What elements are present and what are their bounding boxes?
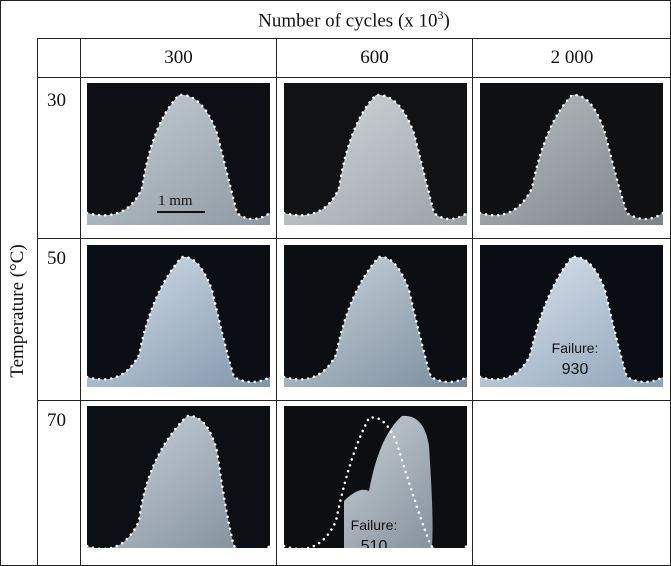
hline-row2 [37,400,671,401]
column-header-2000: 2 000 [550,47,594,68]
vline-col2 [472,38,473,566]
table-title: Number of cycles (x 103) [37,8,671,32]
border-top [0,0,671,1]
row-label-50: 50 [47,248,66,269]
scale-bar-label: 1 mm [158,193,193,209]
vline-col1 [276,38,277,566]
title-text: Number of cycles (x 10 [258,10,438,32]
failure-value: 930 [561,361,589,378]
hline-header [37,77,671,78]
temperature-axis-label: Temperature (°C) [7,244,28,378]
title-end: ) [443,10,450,32]
failure-label: Failure: [350,517,398,533]
failure-annotation-510: Failure: 510 [339,514,409,548]
photo-50c-600 [284,245,467,387]
failure-value: 510 [360,538,388,548]
hline-row1 [37,238,671,239]
photo-70c-300 [87,406,270,548]
vline-axis [37,38,38,566]
row-label-30: 30 [47,90,66,111]
failure-label: Failure: [551,340,599,356]
row-label-70: 70 [47,410,66,431]
photo-30c-2000 [480,83,663,225]
border-left [0,0,1,566]
photo-30c-300: 1 mm [87,83,270,225]
failure-annotation-930: Failure: 930 [540,337,610,381]
photo-70c-600: Failure: 510 [284,406,467,548]
vline-rowlabels [80,38,81,566]
hline-title [37,38,671,39]
photo-30c-600 [284,83,467,225]
column-header-600: 600 [360,47,389,68]
title-exponent: 3 [437,8,444,22]
photo-50c-300 [87,245,270,387]
photo-50c-2000: Failure: 930 [480,245,663,387]
column-header-300: 300 [164,47,193,68]
